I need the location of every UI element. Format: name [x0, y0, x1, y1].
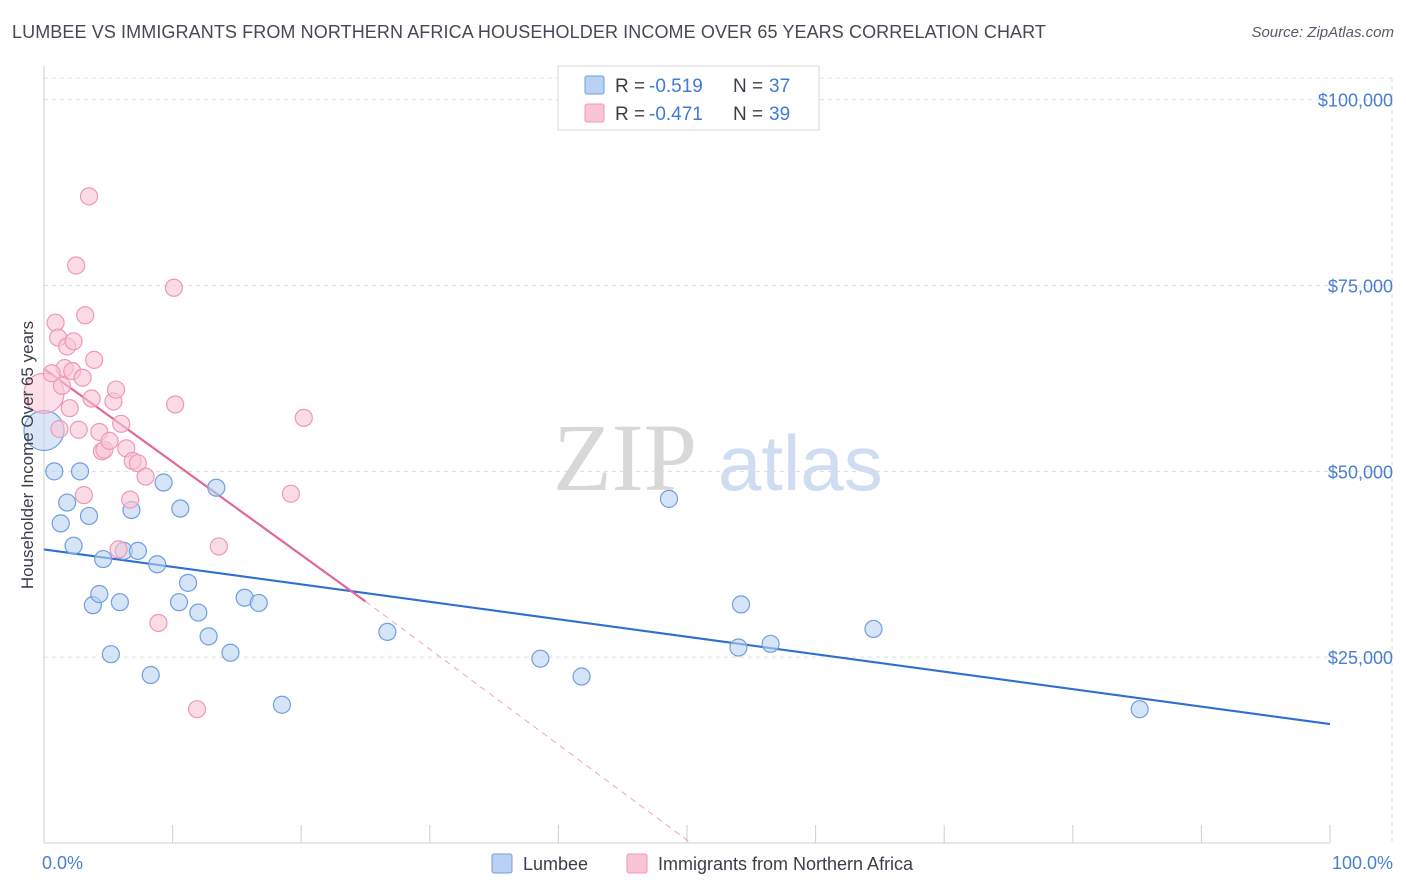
data-point	[189, 603, 208, 622]
data-point	[101, 645, 120, 664]
data-point	[70, 462, 90, 481]
bottom-legend: Lumbee Immigrants from Northern Africa	[491, 853, 914, 874]
legend-series-name: Immigrants from Northern Africa	[658, 854, 914, 874]
legend-swatch	[584, 103, 605, 123]
legend-swatch	[491, 853, 513, 874]
y-tick-label: $75,000	[1328, 277, 1393, 297]
legend-n-value: 37	[769, 76, 790, 97]
data-point	[69, 420, 88, 439]
data-point	[128, 454, 147, 473]
data-point	[109, 540, 128, 559]
data-point	[110, 593, 129, 612]
data-point	[46, 313, 65, 332]
legend-r-label: R =	[615, 104, 645, 125]
data-point	[178, 573, 198, 592]
data-point	[67, 256, 86, 275]
data-point	[94, 549, 113, 569]
data-point	[209, 537, 228, 556]
trend-line-extension	[365, 601, 692, 844]
data-point	[52, 376, 72, 395]
x-tick-labels: 0.0% 100.0%	[42, 853, 1393, 873]
data-point	[82, 389, 101, 408]
data-point	[572, 667, 591, 686]
data-point	[74, 486, 93, 505]
data-point	[76, 306, 95, 325]
legend-swatch	[626, 853, 648, 874]
data-point	[58, 493, 77, 512]
legend-r-value: -0.519	[649, 76, 703, 97]
data-point	[148, 555, 167, 574]
data-point	[149, 613, 168, 633]
chart-source: Source: ZipAtlas.com	[1251, 24, 1394, 41]
data-point	[64, 536, 83, 555]
data-point	[207, 478, 226, 497]
data-point	[378, 622, 397, 642]
data-point	[1130, 700, 1149, 719]
data-point	[60, 399, 79, 418]
data-point	[64, 332, 83, 351]
trend-line-lumbee	[43, 548, 1331, 726]
y-tick-label: $25,000	[1328, 648, 1393, 668]
data-point	[659, 489, 679, 508]
data-point	[294, 408, 313, 427]
data-point	[154, 473, 173, 492]
data-point	[171, 499, 190, 518]
data-point	[79, 506, 99, 526]
data-point	[42, 364, 61, 383]
legend-n-label: N =	[733, 76, 763, 97]
watermark-atlas: atlas	[718, 419, 883, 507]
data-point	[221, 643, 240, 662]
legend-r-value: -0.471	[649, 104, 703, 125]
axes	[43, 66, 1331, 844]
data-point	[169, 593, 189, 612]
chart-title: LUMBEE VS IMMIGRANTS FROM NORTHERN AFRIC…	[12, 22, 1047, 42]
legend-r-label: R =	[615, 76, 645, 97]
data-point	[85, 350, 104, 369]
data-point	[199, 627, 218, 646]
data-point	[164, 278, 183, 297]
data-point	[121, 490, 140, 509]
data-point	[50, 419, 69, 439]
legend-series-name: Lumbee	[523, 854, 588, 874]
y-axis-label: Householder Income Over 65 years	[18, 321, 37, 589]
trend-lines	[43, 367, 1331, 844]
legend-swatch	[584, 75, 605, 95]
data-point	[45, 462, 64, 481]
legend-box: R = -0.519 N = 37 R = -0.471 N = 39	[557, 65, 820, 131]
zipatlas-watermark: ZIP atlas	[553, 404, 883, 511]
data-point	[864, 619, 883, 639]
data-point	[761, 634, 780, 653]
y-tick-label: $100,000	[1318, 91, 1393, 111]
data-point	[51, 514, 70, 533]
legend-n-label: N =	[733, 104, 763, 125]
y-tick-label: $50,000	[1328, 462, 1393, 482]
y-tick-labels: $25,000 $50,000 $75,000 $100,000	[1318, 91, 1393, 668]
data-point	[731, 595, 751, 614]
x-tick-label: 100.0%	[1332, 853, 1393, 873]
series-northern-africa-points	[23, 187, 313, 719]
data-point	[100, 431, 119, 450]
data-point	[281, 484, 301, 503]
data-point	[128, 541, 147, 560]
data-point	[136, 467, 155, 486]
data-point	[79, 187, 99, 206]
data-point	[106, 380, 126, 399]
legend-n-value: 39	[769, 104, 790, 125]
data-point	[249, 593, 268, 613]
data-point	[73, 368, 92, 387]
data-point	[90, 584, 109, 604]
data-point	[141, 665, 160, 685]
data-point	[166, 395, 185, 414]
data-points	[23, 187, 1149, 719]
data-point	[112, 414, 131, 433]
data-point	[187, 700, 207, 719]
data-point	[729, 638, 748, 657]
x-tick-label: 0.0%	[42, 853, 83, 873]
data-point	[531, 649, 550, 668]
series-lumbee-points	[23, 409, 1149, 719]
trend-line-northern-africa	[43, 367, 367, 603]
data-point	[272, 695, 292, 714]
